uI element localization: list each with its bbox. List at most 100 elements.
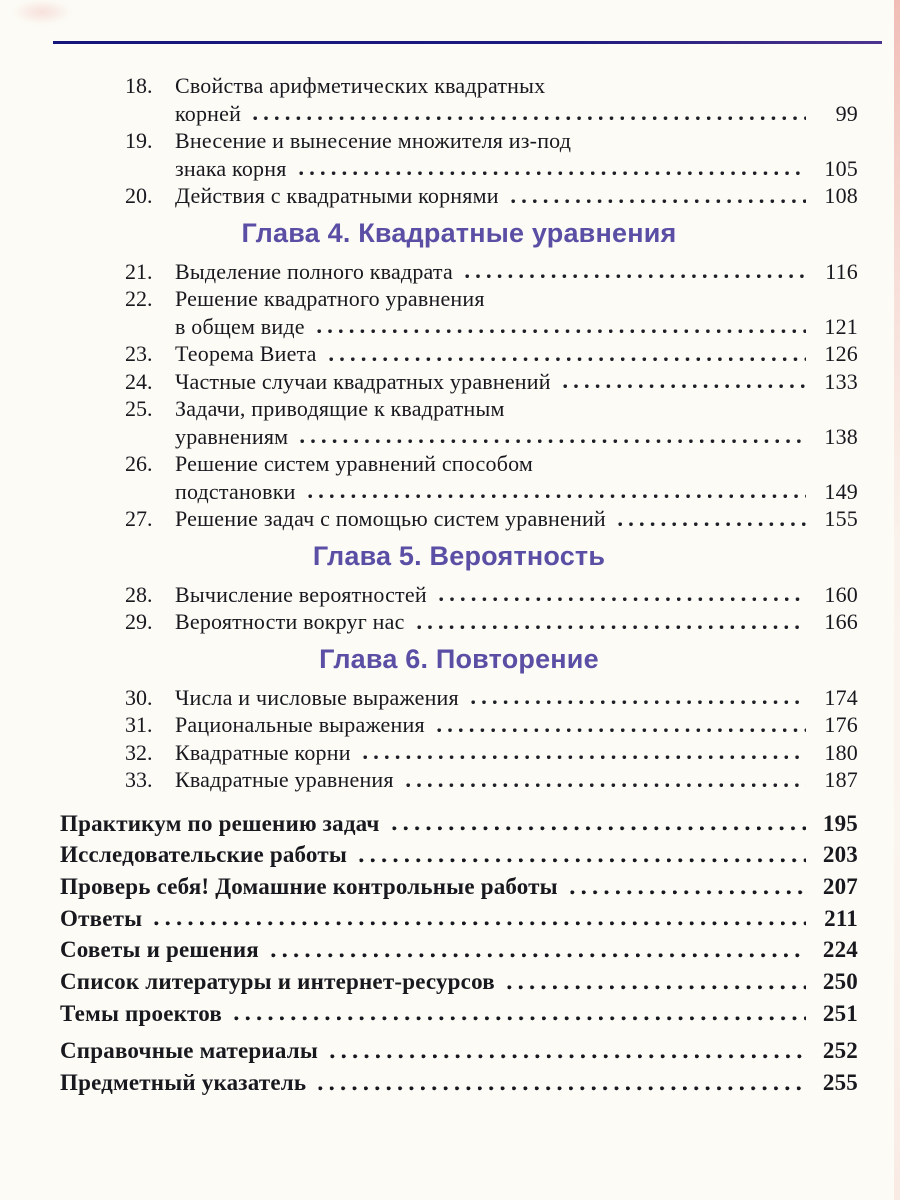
entry-text: Вычисление вероятностей bbox=[175, 581, 427, 607]
entry-body: Список литературы и интернет-ресурсов 250 bbox=[60, 966, 858, 998]
entry-body: Частные случаи квадратных уравнений 133 bbox=[175, 367, 858, 395]
entry-last-line: Рациональные выражения 176 bbox=[175, 711, 858, 739]
entry-last-line: Теорема Виета 126 bbox=[175, 340, 858, 368]
entry-last-line: Частные случаи квадратных уравнений 133 bbox=[175, 367, 858, 395]
entry-number: 26. bbox=[125, 451, 153, 476]
chapter-entry-list: 30. Числа и числовые выражения 174 31. Рацио… bbox=[0, 683, 900, 794]
dot-leader bbox=[328, 1035, 806, 1068]
entry-text: подстановки bbox=[175, 478, 296, 504]
entry-text: Темы проектов bbox=[60, 1000, 222, 1026]
page-number: 155 bbox=[824, 506, 858, 531]
toc-entry: 22. Решение квадратного уравнения в общем … bbox=[125, 285, 858, 340]
top-rule bbox=[53, 41, 882, 44]
dot-leader bbox=[462, 257, 806, 285]
page-number: 176 bbox=[824, 712, 858, 737]
entry-number: 29. bbox=[125, 609, 153, 634]
dot-leader bbox=[403, 766, 806, 794]
entry-last-line: Практикум по решению задач 195 bbox=[60, 807, 858, 840]
dot-leader bbox=[152, 902, 806, 935]
entry-body: Ответы 211 bbox=[60, 902, 858, 935]
dot-leader bbox=[567, 870, 806, 903]
dot-leader bbox=[389, 807, 806, 840]
entry-text-line: Решение квадратного уравнения bbox=[175, 286, 485, 311]
entry-number: 31. bbox=[125, 712, 153, 737]
entry-body: Решение систем уравнений способом подстан… bbox=[175, 450, 858, 505]
entry-text: Частные случаи квадратных уравнений bbox=[175, 368, 551, 394]
entry-text: Выделение полного квадрата bbox=[175, 258, 453, 284]
toc-entry: 29. Вероятности вокруг нас 166 bbox=[125, 608, 858, 636]
dot-leader bbox=[615, 505, 806, 533]
entry-number: 18. bbox=[125, 73, 153, 98]
entry-body: Вероятности вокруг нас 166 bbox=[175, 608, 858, 636]
entry-body: Справочные материалы 252 bbox=[60, 1035, 858, 1068]
page-number: 252 bbox=[822, 1038, 858, 1064]
page-number: 250 bbox=[822, 969, 858, 995]
page-number: 211 bbox=[824, 905, 858, 931]
entry-body: Темы проектов 251 bbox=[60, 997, 858, 1030]
summary-entry-list: Практикум по решению задач 195 Исследовате… bbox=[0, 807, 900, 1099]
entry-last-line: уравнениям 138 bbox=[175, 422, 858, 450]
entry-number: 24. bbox=[125, 368, 153, 394]
entry-number: 25. bbox=[125, 396, 153, 421]
entry-number: 21. bbox=[125, 258, 153, 284]
entry-last-line: Темы проектов 251 bbox=[60, 997, 858, 1030]
page-number: 180 bbox=[824, 739, 858, 765]
page-number: 108 bbox=[824, 183, 858, 208]
entry-last-line: корней 99 bbox=[175, 99, 858, 127]
scan-corner-smudge bbox=[12, 0, 72, 24]
toc-entry: Советы и решения 224 bbox=[60, 934, 858, 967]
entry-last-line: в общем виде 121 bbox=[175, 312, 858, 340]
entry-text: Список литературы и интернет-ресурсов bbox=[60, 969, 495, 995]
page-number: 255 bbox=[822, 1070, 858, 1096]
chapter-entry-list: 18. Свойства арифметических квадратных кор… bbox=[0, 72, 900, 210]
entry-number: 22. bbox=[125, 286, 153, 311]
entry-body: Рациональные выражения 176 bbox=[175, 711, 858, 739]
dot-leader bbox=[268, 934, 806, 967]
toc-entry: Проверь себя! Домашние контрольные работ… bbox=[60, 870, 858, 903]
toc-entry: Темы проектов 251 bbox=[60, 997, 858, 1030]
entry-text: Практикум по решению задач bbox=[60, 810, 380, 836]
toc-entry: Список литературы и интернет-ресурсов 250 bbox=[60, 966, 858, 998]
dot-leader bbox=[232, 997, 806, 1030]
entry-last-line: Справочные материалы 252 bbox=[60, 1035, 858, 1068]
entry-text: Действия с квадратными корнями bbox=[175, 183, 499, 208]
toc-entry: 26. Решение систем уравнений способом подс… bbox=[125, 450, 858, 505]
entry-number: 20. bbox=[125, 183, 153, 208]
entry-text: Квадратные уравнения bbox=[175, 767, 394, 792]
dot-leader bbox=[414, 608, 806, 636]
entry-last-line: Список литературы и интернет-ресурсов 250 bbox=[60, 966, 858, 998]
toc-entry: 25. Задачи, приводящие к квадратным уравне… bbox=[125, 395, 858, 450]
toc-entry: Исследовательские работы 203 bbox=[60, 839, 858, 871]
toc-entry: Предметный указатель 255 bbox=[60, 1067, 858, 1099]
entry-text: Проверь себя! Домашние контрольные работ… bbox=[60, 873, 558, 899]
page-number: 126 bbox=[824, 341, 858, 366]
page-number: 224 bbox=[822, 937, 858, 963]
entry-number: 32. bbox=[125, 739, 153, 765]
entry-last-line: Квадратные корни 180 bbox=[175, 738, 858, 766]
page-number: 203 bbox=[822, 842, 858, 868]
entry-number: 33. bbox=[125, 767, 153, 792]
chapter-entry-list: 28. Вычисление вероятностей 160 29. Вероятно… bbox=[0, 580, 900, 636]
entry-text: Справочные материалы bbox=[60, 1038, 318, 1064]
page-number: 207 bbox=[822, 873, 858, 899]
entry-number: 27. bbox=[125, 506, 153, 531]
entry-body: Квадратные уравнения 187 bbox=[175, 766, 858, 794]
entry-text: Квадратные корни bbox=[175, 739, 351, 765]
entry-text: Советы и решения bbox=[60, 937, 259, 963]
entry-last-line: знака корня 105 bbox=[175, 154, 858, 182]
page-number: 174 bbox=[824, 684, 858, 710]
toc-entry: 20. Действия с квадратными корнями 108 bbox=[125, 182, 858, 210]
entry-body: Практикум по решению задач 195 bbox=[60, 807, 858, 840]
entry-body: Действия с квадратными корнями 108 bbox=[175, 182, 858, 210]
toc-sections: 18. Свойства арифметических квадратных кор… bbox=[0, 72, 900, 1099]
dot-leader bbox=[360, 738, 806, 766]
entry-body: Проверь себя! Домашние контрольные работ… bbox=[60, 870, 858, 903]
entry-text: уравнениям bbox=[175, 423, 289, 449]
entry-number: 19. bbox=[125, 128, 153, 153]
toc-entry: 28. Вычисление вероятностей 160 bbox=[125, 580, 858, 608]
page-number: 99 bbox=[835, 100, 858, 126]
entry-last-line: Действия с квадратными корнями 108 bbox=[175, 182, 858, 210]
entry-last-line: Числа и числовые выражения 174 bbox=[175, 683, 858, 711]
entry-number: 28. bbox=[125, 581, 153, 607]
entry-text-line: Внесение и вынесение множителя из-под bbox=[175, 128, 572, 153]
